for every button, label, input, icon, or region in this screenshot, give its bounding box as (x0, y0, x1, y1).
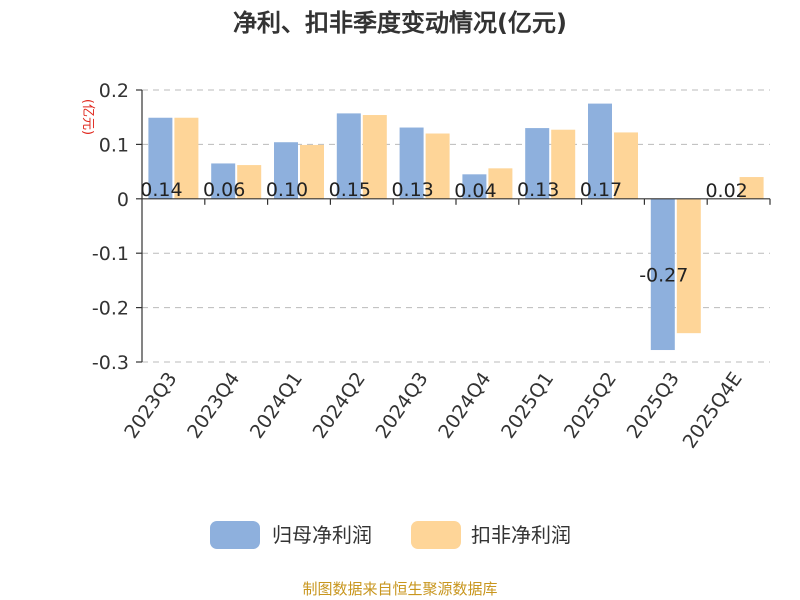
data-label: -0.27 (639, 264, 688, 286)
bar-series-a (650, 198, 675, 351)
y-tick-label: -0.2 (92, 298, 129, 320)
data-label: 0.14 (140, 179, 182, 201)
data-label: 0.04 (454, 180, 496, 202)
bar-series-a (148, 117, 173, 199)
bar-series-a (525, 128, 550, 199)
bar-series-b (425, 133, 450, 199)
legend-swatch-series-b (411, 521, 461, 549)
y-tick-label: -0.1 (92, 243, 129, 265)
x-tick-label: 2025Q3 (623, 368, 684, 442)
data-label: 0.06 (203, 179, 245, 201)
bar-series-a (462, 174, 487, 199)
x-tick-label: 2023Q4 (183, 368, 244, 442)
bar-series-a (211, 163, 236, 199)
data-label: 0.15 (329, 179, 371, 201)
y-tick-label: 0 (117, 189, 129, 211)
bar-series-a (274, 142, 298, 199)
source-note: 制图数据来自恒生聚源数据库 (302, 580, 497, 598)
data-label: 0.17 (580, 179, 622, 201)
bar-series-b (739, 177, 764, 199)
x-tick-label: 2025Q4E (679, 368, 747, 452)
bar-series-b (174, 117, 199, 199)
axes (136, 89, 771, 363)
data-label: 0.13 (391, 179, 433, 201)
gridlines (142, 89, 770, 363)
x-tick-label: 2024Q2 (309, 368, 370, 442)
bar-series-a (399, 127, 424, 199)
bars (148, 103, 764, 351)
unit-label: (亿元) (80, 99, 95, 135)
legend: 归母净利润 扣非净利润 (210, 521, 571, 549)
x-tick-label: 2024Q4 (434, 368, 495, 442)
data-labels: 0.14 0.06 0.10 0.15 0.13 0.04 0.13 0.17 -0.27 0.0… (140, 179, 748, 287)
bar-series-b (237, 165, 262, 199)
data-label: 0.02 (705, 180, 747, 202)
x-tick-label: 2023Q3 (120, 368, 181, 442)
bar-series-b (488, 168, 513, 199)
legend-swatch-series-a (210, 521, 260, 549)
chart-title: 净利、扣非季度变动情况(亿元) (233, 9, 567, 37)
legend-label-series-a: 归母净利润 (272, 523, 372, 547)
y-tick-label: 0.2 (99, 80, 129, 102)
bar-series-b (551, 129, 576, 199)
y-tick-label: -0.3 (92, 352, 129, 374)
legend-label-series-b: 扣非净利润 (471, 523, 571, 547)
x-tick-label: 2024Q1 (246, 368, 307, 442)
y-tick-labels: 0.2 0.1 0 -0.1 -0.2 -0.3 (92, 80, 129, 374)
data-label: 0.10 (266, 179, 308, 201)
bar-series-a (336, 113, 361, 199)
x-tick-labels: 2023Q3 2023Q4 2024Q1 2024Q2 2024Q3 2024Q4 2025… (120, 368, 746, 452)
bar-series-a (588, 103, 612, 199)
x-tick-label: 2025Q2 (560, 368, 621, 442)
y-tick-label: 0.1 (99, 134, 129, 156)
x-tick-label: 2025Q1 (497, 368, 558, 442)
data-label: 0.13 (517, 179, 559, 201)
bar-series-b (614, 132, 638, 199)
bar-series-b (300, 144, 324, 199)
bar-series-b (362, 115, 387, 199)
bar-series-b (676, 198, 701, 334)
x-tick-label: 2024Q3 (371, 368, 432, 442)
